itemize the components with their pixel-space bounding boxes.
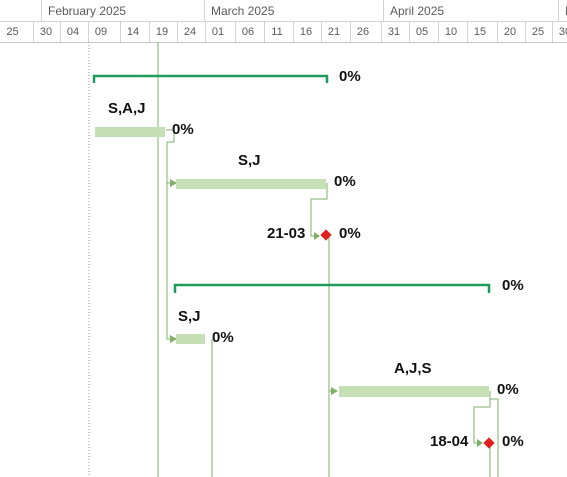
task-bar-2[interactable]: [176, 179, 326, 189]
day-tick: 09: [88, 22, 113, 42]
month-march: March 2025: [204, 0, 383, 21]
day-tick: 31: [381, 22, 406, 42]
link-task1-task2: [166, 129, 175, 184]
day-tick: 25: [525, 22, 550, 42]
month-may: M: [558, 0, 567, 21]
task-bar-5[interactable]: [176, 334, 205, 344]
day-tick: 14: [120, 22, 145, 42]
summary-bar-1[interactable]: [92, 74, 329, 83]
link-milestone1-task6: [328, 236, 335, 392]
day-tick: 10: [438, 22, 463, 42]
day-tick: 01: [205, 22, 230, 42]
timescale-days: 25 30 04 09 14 19 24 01 06 11 16 21 26 3…: [0, 21, 567, 43]
milestone-2-percent: 0%: [502, 433, 524, 450]
link-task6-down: [490, 398, 499, 477]
day-tick: 21: [321, 22, 346, 42]
task-6-resources: A,J,S: [394, 360, 432, 377]
month-february: February 2025: [41, 0, 204, 21]
task-6-percent: 0%: [497, 381, 519, 398]
day-tick: 15: [467, 22, 492, 42]
link-task1-task5: [166, 183, 174, 340]
day-tick: 24: [177, 22, 202, 42]
task-bar-6[interactable]: [339, 386, 489, 397]
day-tick: 04: [60, 22, 85, 42]
day-tick: 30: [552, 22, 567, 42]
timescale-months: February 2025 March 2025 April 2025 M: [0, 0, 567, 22]
task-bar-1[interactable]: [95, 127, 165, 137]
task-5-percent: 0%: [212, 329, 234, 346]
link-task6-milestone2: [473, 391, 491, 444]
month-april: April 2025: [383, 0, 558, 21]
summary-bar-2[interactable]: [173, 283, 491, 293]
day-tick: 11: [264, 22, 289, 42]
milestone-2-date: 18-04: [430, 433, 469, 450]
arrow-icon: [477, 439, 483, 447]
arrow-icon: [170, 335, 177, 343]
milestone-1-percent: 0%: [339, 225, 361, 242]
milestone-2-diamond[interactable]: [483, 437, 495, 449]
day-tick: 16: [293, 22, 318, 42]
task-2-percent: 0%: [334, 173, 356, 190]
milestone-1-diamond[interactable]: [320, 229, 332, 241]
link-arrowheads: [170, 179, 483, 447]
arrow-icon: [331, 387, 338, 395]
day-tick: 26: [350, 22, 375, 42]
gantt-timescale: February 2025 March 2025 April 2025 M 25…: [0, 0, 567, 43]
arrow-icon: [314, 232, 320, 240]
day-tick: 05: [409, 22, 434, 42]
milestone-1-date: 21-03: [267, 225, 305, 242]
task-5-resources: S,J: [178, 308, 201, 325]
day-tick: 20: [497, 22, 522, 42]
summary-2-percent: 0%: [502, 277, 524, 294]
day-tick: 19: [149, 22, 174, 42]
task-1-resources: S,A,J: [108, 100, 146, 117]
day-tick: 30: [33, 22, 58, 42]
gantt-chart-area: 0% S,A,J 0% S,J 0% 21-03 0% 0% S,J 0% A,…: [88, 42, 524, 477]
day-tick: 25: [6, 26, 19, 38]
arrow-icon: [170, 179, 177, 187]
task-1-percent: 0%: [172, 121, 194, 138]
task-2-resources: S,J: [238, 152, 261, 169]
link-task2-milestone1: [310, 183, 328, 237]
day-tick: 06: [235, 22, 260, 42]
summary-1-percent: 0%: [339, 68, 361, 85]
